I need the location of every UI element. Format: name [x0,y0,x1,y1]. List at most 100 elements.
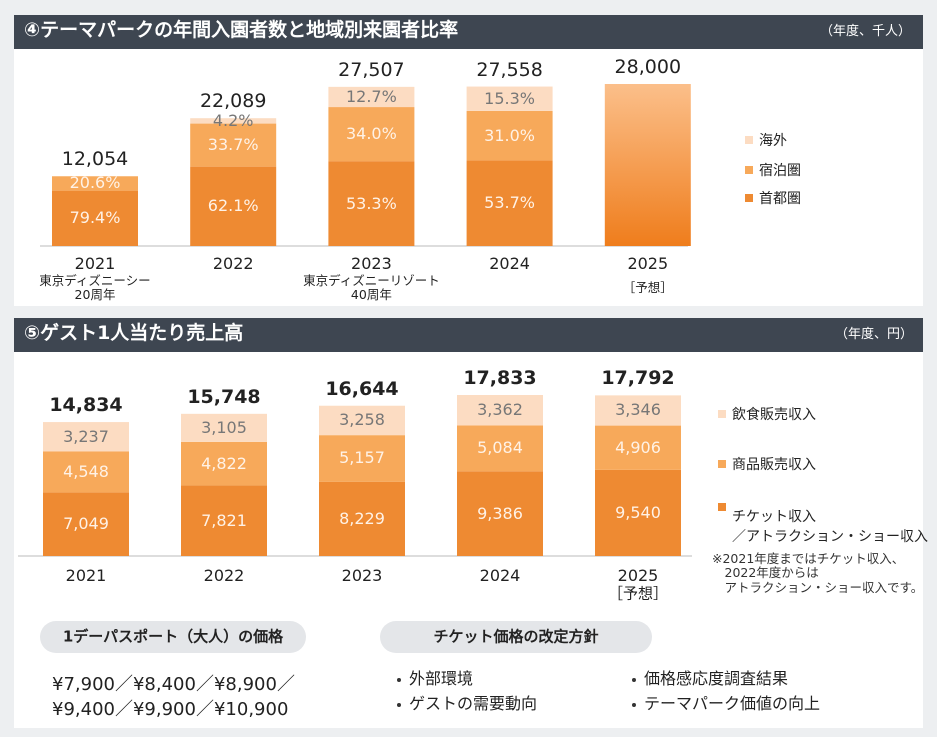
total-label: 17,833 [463,367,537,390]
legend-swatch [745,194,753,202]
data-label: 4.2% [212,110,254,130]
bar-segment [190,123,277,167]
bar-segment [319,435,405,482]
bar-segment [319,481,405,556]
bar-segment [595,395,681,426]
legend-label: チケット収入 ／アトラクション・ショー収入 [732,509,928,545]
footnote: ※2021年度まではチケット収入、 2022年度からは アトラクション・ショー収… [712,551,924,595]
x-tick-label: 2022 [203,565,245,585]
bar-segment [595,425,681,470]
x-tick-label: 2024 [489,253,530,273]
category-note: 東京ディズニーリゾート 40周年 [303,273,440,302]
bar-segment [181,413,267,442]
data-label: 33.7% [207,134,259,154]
data-label: 53.7% [484,192,536,212]
bar-segment [181,441,267,486]
data-label: 12.7% [345,86,397,106]
bar-segment [457,471,543,556]
total-label: 27,558 [476,58,543,81]
x-tick-label: 2023 [341,565,383,585]
bar-segment [43,451,129,493]
total-label: 17,792 [601,367,675,390]
pill [380,621,652,653]
total-label: 28,000 [614,56,682,79]
x-tick-label: 2023 [351,253,392,273]
category-note: 東京ディズニーシー 20周年 [39,273,151,302]
data-label: 15.3% [484,88,536,108]
data-label: 7,049 [63,513,109,533]
data-label: 3,258 [339,410,385,430]
bar-segment [466,110,553,161]
legend-swatch [718,410,726,418]
data-label: 3,346 [615,400,661,420]
header-bar [14,318,923,352]
total-label: 27,507 [338,58,405,81]
x-tick-label: 2024 [479,565,521,585]
category-note: ［予想］ [607,584,669,603]
total-label: 15,748 [187,385,261,408]
data-label: 3,105 [201,417,247,437]
x-tick-label: 2021 [65,565,107,585]
bar-segment [457,395,543,426]
bullet [397,678,401,682]
data-label: 4,548 [63,461,109,481]
data-label: 34.0% [345,123,397,143]
bullet-item: テーマパーク価値の向上 [644,694,821,713]
x-tick-label: 2025 [627,253,669,273]
category-note: ［予想］ [622,280,673,295]
legend-swatch [718,460,726,468]
bar-segment [457,425,543,472]
legend-swatch [745,136,753,144]
x-tick-label: 2025 [617,565,659,585]
bar-segment [595,469,681,556]
total-label: 22,089 [199,90,267,113]
legend-label: 宿泊圏 [759,163,801,179]
x-tick-label: 2021 [74,253,116,273]
header-bar [14,15,923,49]
data-label: 20.6% [69,173,121,193]
legend-label: 商品販売収入 [732,457,816,473]
bar-segment [328,107,415,162]
data-label: 3,362 [477,399,523,419]
data-label: 5,084 [477,438,523,458]
data-label: 7,821 [201,510,247,530]
legend-swatch [718,503,726,511]
bar-segment [43,422,129,452]
bar-segment [43,492,129,556]
bar-segment [52,190,138,246]
bar-segment [190,118,277,124]
legend-swatch [745,166,753,174]
data-label: 79.4% [69,208,121,228]
bullet-item: ゲストの需要動向 [409,694,538,713]
data-label: 53.3% [345,193,397,213]
bullet [632,678,636,682]
data-label: 9,540 [615,502,661,522]
unit: （年度、千人） [820,24,912,39]
pill [40,621,306,653]
bullet-item: 外部環境 [409,669,474,688]
bar-segment [190,166,277,246]
data-label: 9,386 [477,503,523,523]
price-text: ¥7,900／¥8,400／¥8,900／ ¥9,400／¥9,900／¥10,… [52,674,295,720]
total-label: 16,644 [325,377,399,400]
bullet [397,703,401,707]
total-label: 14,834 [49,394,123,417]
data-label: 8,229 [339,508,385,528]
bullet-item: 価格感応度調査結果 [644,669,789,688]
box-title: チケット価格の改定方針 [433,627,599,646]
chart-title: ⑤ゲスト1人当たり売上高 [24,322,244,344]
bar-segment [328,161,415,246]
total-label: 12,054 [61,148,129,171]
bar-segment [319,405,405,436]
data-label: 3,237 [63,426,109,446]
legend-label: 首都圏 [759,191,801,207]
x-tick-label: 2022 [212,253,254,273]
data-label: 5,157 [339,448,385,468]
bar-segment [466,86,553,111]
bar [604,84,691,246]
data-label: 4,906 [615,437,661,457]
unit: （年度、円） [835,327,914,342]
data-label: 4,822 [201,453,247,473]
